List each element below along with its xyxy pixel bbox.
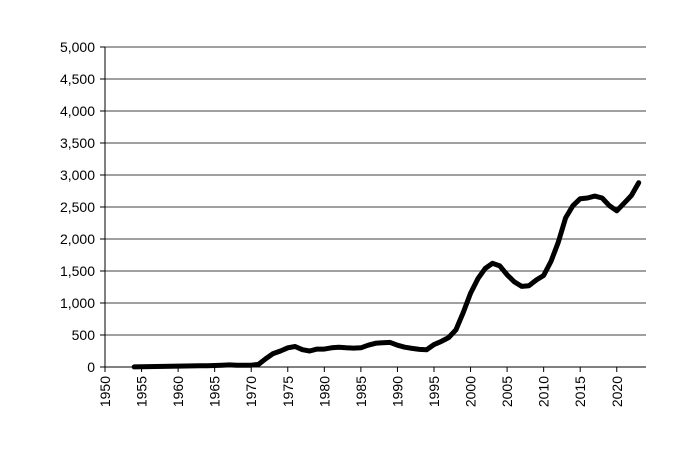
x-tick-label: 1965 [207,376,223,407]
x-tick-label: 2015 [572,376,588,407]
x-tick-label: 1980 [316,376,332,407]
y-tick-label: 3,500 [60,135,95,151]
x-tick-label: 2010 [536,376,552,407]
series-line [131,180,642,370]
y-tick-label: 3,000 [60,167,95,183]
y-tick-label: 0 [87,359,95,375]
x-axis-ticks: 1950 1955 1960 1965 1970 1975 1980 1985 1990 1995… [97,367,625,407]
x-tick-label: 1985 [353,376,369,407]
x-tick-label: 1975 [280,376,296,407]
y-tick-label: 2,000 [60,231,95,247]
x-tick-label: 2005 [499,376,515,407]
x-tick-label: 2020 [609,376,625,407]
x-tick-label: 1960 [170,376,186,407]
x-tick-label: 1970 [243,376,259,407]
x-tick-label: 1950 [97,376,113,407]
x-tick-label: 1995 [426,376,442,407]
y-tick-label: 1,000 [60,295,95,311]
y-tick-label: 5,000 [60,39,95,55]
y-tick-label: 4,500 [60,71,95,87]
x-tick-label: 1990 [389,376,405,407]
y-tick-label: 500 [72,327,96,343]
x-tick-label: 2000 [463,376,479,407]
gridlines [105,46,646,336]
y-tick-label: 1,500 [60,263,95,279]
y-axis-ticks: 0 500 1,000 1,500 2,000 2,500 3,000 3,500 4,000 4… [60,39,105,375]
y-tick-label: 4,000 [60,103,95,119]
y-tick-label: 2,500 [60,199,95,215]
x-tick-label: 1955 [134,376,150,407]
